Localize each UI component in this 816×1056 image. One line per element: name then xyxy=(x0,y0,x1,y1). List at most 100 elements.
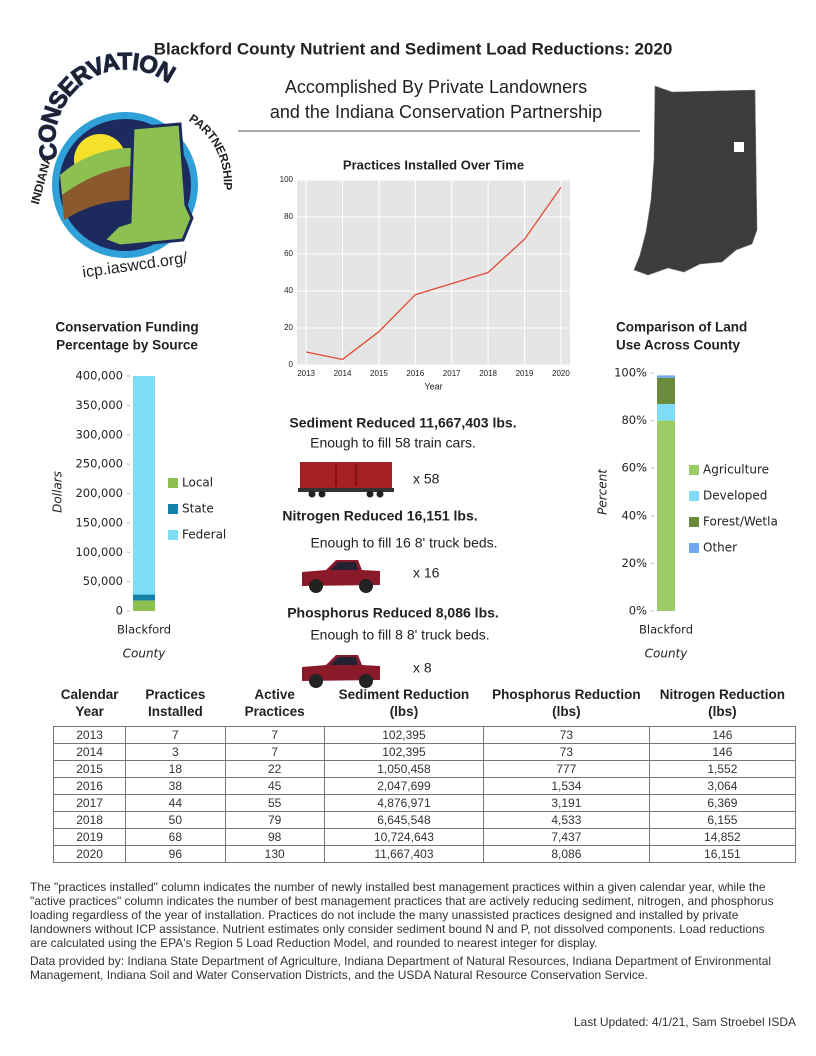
table-cell: 73 xyxy=(483,743,650,761)
x-tick-label: 2017 xyxy=(443,369,461,378)
table-cell: 45 xyxy=(224,777,325,795)
chart-title: Conservation Funding xyxy=(55,320,198,335)
table-row: 2017 44 55 4,876,971 3,191 6,369 xyxy=(52,794,797,812)
table-cell: 146 xyxy=(648,726,797,744)
legend-swatch xyxy=(168,478,178,488)
bar-segment xyxy=(657,377,675,404)
chart-title: Practices Installed Over Time xyxy=(343,157,524,172)
table-cell: 7 xyxy=(224,743,325,761)
chart-title: Percentage by Source xyxy=(56,338,198,353)
table-cell: 18 xyxy=(125,760,226,778)
table-cell: 777 xyxy=(483,760,650,778)
x-tick-label: 2019 xyxy=(516,369,534,378)
table-cell: 102,395 xyxy=(323,726,485,744)
legend-label: Federal xyxy=(182,528,226,542)
table-cell: 73 xyxy=(483,726,650,744)
legend-label: Other xyxy=(703,541,737,555)
wheel xyxy=(318,490,326,498)
table-cell: 96 xyxy=(125,845,226,863)
logo-state xyxy=(101,122,194,248)
legend-swatch xyxy=(689,491,699,501)
car-frame xyxy=(298,488,394,492)
wheel xyxy=(308,490,316,498)
table-cell: 7,437 xyxy=(483,828,650,846)
table-row: 2014 3 7 102,395 73 146 xyxy=(52,743,797,761)
x-tick-label: 2014 xyxy=(334,369,352,378)
callout-text: Enough to fill 8 8' truck beds. xyxy=(310,627,489,643)
table-row: 2015 18 22 1,050,458 777 1,552 xyxy=(52,760,797,778)
table-cell: 11,667,403 xyxy=(323,845,485,863)
table-cell: 3 xyxy=(125,743,226,761)
y-tick-label: 0% xyxy=(629,604,647,618)
x-tick-label: Blackford xyxy=(117,623,171,637)
legend-swatch xyxy=(689,543,699,553)
x-tick-label: 2018 xyxy=(479,369,497,378)
legend-label: Local xyxy=(182,476,213,490)
y-tick-label: 200,000 xyxy=(75,486,123,500)
y-tick-label: 100 xyxy=(280,175,294,184)
table-cell: 102,395 xyxy=(323,743,485,761)
table-cell: 44 xyxy=(125,794,226,812)
x-axis-title: Year xyxy=(424,381,442,391)
logo-left: INDIANA xyxy=(28,154,55,206)
table-cell: 2013 xyxy=(52,726,127,744)
table-cell: 3,191 xyxy=(483,794,650,812)
legend-label: State xyxy=(182,502,214,516)
table-cell: 2020 xyxy=(52,845,127,863)
table-cell: 98 xyxy=(224,828,325,846)
logo: CONSERVATION PARTNERSHIP INDIANA icp.ias… xyxy=(28,48,235,281)
legend-label: Agriculture xyxy=(703,463,769,477)
table-cell: 1,050,458 xyxy=(323,760,485,778)
table-cell: 55 xyxy=(224,794,325,812)
truck-window xyxy=(330,562,358,570)
callout-heading: Phosphorus Reduced 8,086 lbs. xyxy=(287,605,499,621)
x-tick-label: Blackford xyxy=(639,623,693,637)
column-header: Nitrogen Reduction (lbs) xyxy=(659,687,785,719)
subtitle: Accomplished By Private Landowners xyxy=(285,77,587,97)
y-tick-label: 40 xyxy=(284,286,293,295)
legend-swatch xyxy=(689,465,699,475)
truck xyxy=(302,560,380,593)
wheel xyxy=(359,579,373,593)
x-tick-label: 2013 xyxy=(297,369,315,378)
table-cell: 6,369 xyxy=(648,794,797,812)
column-header: Calendar Year xyxy=(60,687,119,719)
y-tick-label: 0 xyxy=(289,360,294,369)
y-tick-label: 60 xyxy=(284,249,293,258)
y-tick-label: 80% xyxy=(621,413,647,427)
subtitle: and the Indiana Conservation Partnership xyxy=(270,102,602,122)
column-header: Active Practices xyxy=(244,687,305,719)
y-tick-label: 300,000 xyxy=(75,427,123,441)
note: Data provided by: Indiana State Departme… xyxy=(30,954,772,982)
y-tick-label: 350,000 xyxy=(75,398,123,412)
legend-swatch xyxy=(689,517,699,527)
callout-count: x 8 xyxy=(413,660,432,676)
truck-body xyxy=(302,560,380,586)
y-tick-label: 400,000 xyxy=(75,369,123,383)
train-car xyxy=(298,462,394,498)
note: The "practices installed" column indicat… xyxy=(30,880,774,950)
car-body xyxy=(300,462,392,488)
table-cell: 130 xyxy=(224,845,325,863)
table-cell: 2018 xyxy=(52,811,127,829)
table-row: 2019 68 98 10,724,643 7,437 14,852 xyxy=(52,828,797,846)
y-tick-label: 50,000 xyxy=(83,574,123,588)
chart-title: Comparison of Land xyxy=(616,320,747,335)
column-header: Sediment Reduction (lbs) xyxy=(338,687,470,719)
y-axis-title: Dollars xyxy=(51,471,65,513)
column-header: Practices Installed xyxy=(145,687,206,719)
bar-segment xyxy=(133,594,155,601)
bar-segment xyxy=(133,600,155,611)
table-row: 2020 96 130 11,667,403 8,086 16,151 xyxy=(52,845,797,863)
table-cell: 2,047,699 xyxy=(323,777,485,795)
table-cell: 10,724,643 xyxy=(323,828,485,846)
wheel xyxy=(309,579,323,593)
bar-segment xyxy=(657,375,675,378)
callout-heading: Nitrogen Reduced 16,151 lbs. xyxy=(282,508,477,524)
table-cell: 16,151 xyxy=(648,845,797,863)
truck xyxy=(302,655,380,688)
y-tick-label: 40% xyxy=(621,508,647,522)
